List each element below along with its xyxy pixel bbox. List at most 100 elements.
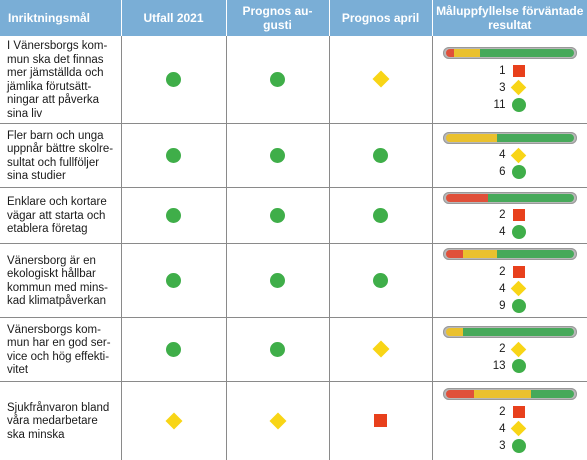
forecast-august-cell [226, 123, 330, 188]
forecast-april-cell [329, 123, 433, 188]
goal-text: I Vänersborgs kom- mun ska det finnas me… [7, 40, 108, 120]
count-icon-wrap [511, 209, 527, 221]
green-circle-icon [270, 71, 285, 87]
progress-bar [442, 131, 577, 144]
outcome-2021-cell [121, 243, 227, 318]
forecast-august-cell [226, 36, 330, 124]
expected-result-cell: 2 4 3 [432, 382, 587, 460]
count-value: 1 [499, 64, 506, 77]
yellow-diamond-icon [269, 412, 286, 430]
count-row: 1 [491, 62, 578, 79]
goal-cell: Vänersborg är en ekologiskt hållbar komm… [0, 243, 122, 318]
progress-track [445, 133, 575, 142]
count-icon-wrap [511, 298, 527, 313]
progress-segment-green [479, 49, 574, 57]
count-value: 4 [499, 422, 506, 435]
progress-segment-green [488, 193, 574, 202]
count-icon-wrap [510, 341, 527, 357]
green-circle-icon [270, 207, 285, 223]
count-icon-wrap [511, 165, 527, 179]
green-circle-icon [373, 207, 388, 223]
green-circle-icon [270, 341, 285, 357]
count-value: 4 [499, 226, 506, 238]
yellow-diamond-icon [510, 280, 527, 297]
outcome-2021-cell [121, 317, 227, 382]
green-circle-icon [166, 341, 181, 357]
count-row: 4 [491, 280, 578, 297]
table-row: Enklare och kortare vägar att starta och… [0, 187, 587, 244]
header-goal: Inriktningsmål [0, 0, 122, 36]
progress-segment-green [462, 327, 574, 336]
count-row: 2 [491, 207, 578, 224]
count-value: 2 [499, 209, 506, 221]
outcome-2021-cell [121, 381, 227, 460]
progress-bar [442, 325, 577, 338]
red-square-icon [374, 414, 387, 428]
header-forecast-august: Prognos au- gusti [226, 0, 330, 36]
table-row: Vänersborgs kom- mun har en god ser- vic… [0, 317, 587, 382]
count-row: 4 [491, 147, 578, 164]
goal-text: Vänersborgs kom- mun har en god ser- vic… [7, 323, 111, 377]
result-counts: 1 3 11 [491, 62, 578, 113]
count-row: 2 [491, 263, 578, 280]
goal-cell: I Vänersborgs kom- mun ska det finnas me… [0, 36, 122, 124]
green-circle-icon [166, 207, 181, 223]
forecast-august-cell [226, 187, 330, 244]
progress-bar [442, 191, 577, 204]
count-icon-wrap [510, 147, 527, 163]
red-square-icon [512, 64, 525, 77]
red-square-icon [512, 405, 525, 418]
forecast-august-cell [226, 317, 330, 382]
count-row: 2 [491, 403, 578, 420]
count-value: 2 [499, 405, 506, 418]
result-counts: 2 4 3 [491, 403, 578, 454]
green-circle-icon [511, 165, 526, 179]
forecast-april-cell [329, 381, 433, 460]
header-outcome-2021: Utfall 2021 [121, 0, 227, 36]
progress-segment-yellow [454, 49, 480, 57]
outcome-2021-cell [121, 36, 227, 124]
count-value: 4 [499, 282, 506, 295]
forecast-april-cell [329, 243, 433, 318]
green-circle-icon [166, 71, 181, 87]
forecast-august-cell [226, 381, 330, 460]
progress-bar [442, 388, 577, 401]
green-circle-icon [511, 438, 526, 453]
progress-segment-green [496, 250, 574, 258]
count-value: 2 [499, 343, 506, 355]
table-row: Fler barn och unga uppnår bättre skolre-… [0, 123, 587, 188]
yellow-diamond-icon [510, 79, 527, 96]
green-circle-icon [166, 147, 181, 163]
green-circle-icon [270, 272, 285, 288]
red-square-icon [512, 265, 525, 278]
header-forecast-april: Prognos april [329, 0, 433, 36]
yellow-diamond-icon [372, 70, 389, 88]
yellow-diamond-icon [372, 340, 389, 358]
progress-segment-red [445, 49, 455, 57]
yellow-diamond-icon [510, 420, 527, 437]
progress-segment-red [445, 250, 463, 258]
progress-bar [442, 47, 577, 59]
green-circle-icon [373, 147, 388, 163]
count-row: 3 [491, 79, 578, 96]
table-row: I Vänersborgs kom- mun ska det finnas me… [0, 36, 587, 124]
goal-text: Fler barn och unga uppnår bättre skolre-… [7, 129, 114, 183]
goal-text: Sjukfrånvaron bland våra medarbetare ska… [7, 401, 110, 441]
count-row: 4 [491, 420, 578, 437]
table-row: Sjukfrånvaron bland våra medarbetare ska… [0, 381, 587, 460]
progress-segment-yellow [445, 327, 463, 336]
progress-segment-red [445, 390, 475, 399]
green-circle-icon [270, 147, 285, 163]
progress-track [445, 193, 575, 202]
red-square-icon [512, 209, 525, 221]
count-icon-wrap [511, 438, 527, 453]
count-row: 2 [491, 341, 578, 358]
count-value: 3 [499, 81, 506, 94]
expected-result-cell: 2 13 [432, 317, 587, 382]
progress-track [445, 390, 575, 399]
header-row: Inriktningsmål Utfall 2021 Prognos au- g… [0, 0, 587, 36]
count-icon-wrap [511, 405, 527, 418]
